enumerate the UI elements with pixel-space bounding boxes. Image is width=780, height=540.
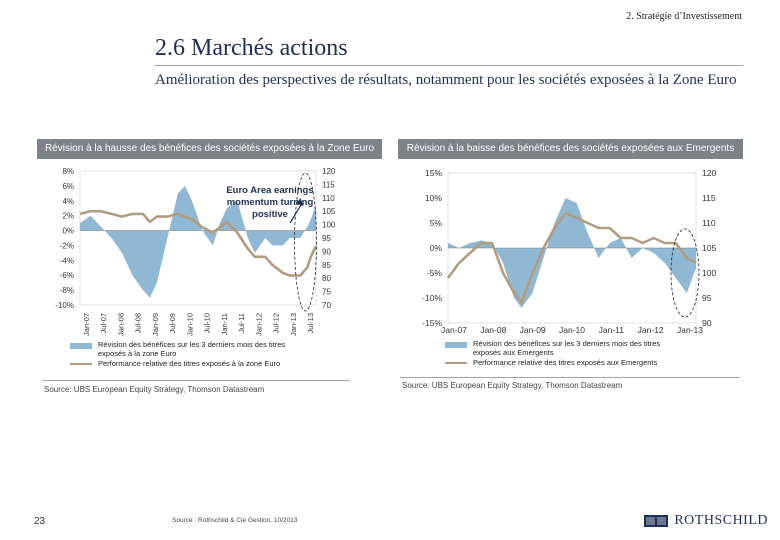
page-title: 2.6 Marchés actions [155,35,348,61]
series-performance-line [446,211,697,305]
x-axis-tick-label: Jan-09 [151,313,160,336]
left-axis-tick-label: -10% [55,301,74,310]
annotation-text: momentum turning [227,197,314,208]
left-axis-tick-label: 10% [425,193,442,203]
legend-label-performance-em: Performance relative des titres exposés … [473,358,658,367]
x-axis-tick-label: Jan-07 [82,313,91,336]
left-axis-tick-label: 6% [62,182,74,191]
right-axis-tick-label: 120 [322,167,336,176]
left-axis-tick-label: 4% [62,197,74,206]
annotation-text: positive [252,209,288,220]
x-axis-tick-label: Jul-08 [134,313,143,333]
annotation-arrowhead-icon [296,198,304,207]
chart-2-source: Source: UBS European Equity Strategy, Th… [402,381,623,390]
x-axis-tick-label: Jan-08 [116,313,125,336]
legend-label-revision: Révision des bénéfices sur les 3 dernier… [98,340,286,358]
chart-1-legend: Révision des bénéfices sur les 3 dernier… [70,340,350,370]
x-axis-tick-label: Jul-11 [237,313,246,333]
x-axis-tick-label: Jul-10 [203,313,212,333]
page-subtitle: Amélioration des perspectives de résulta… [155,72,737,88]
series-revision-area [80,185,316,298]
chart-1-title: Révision à la hausse des bénéfices des s… [37,139,382,159]
right-axis-tick-label: 110 [702,218,716,228]
section-label: 2. Stratégie d’Investissement [626,11,742,22]
chart-2: 15% 10% 5% 0% -5% -10% -15% 120 115 110 105 100 95 90… [422,168,716,333]
left-axis-tick-label: -4% [60,256,74,265]
left-axis-tick-label: -6% [60,271,74,280]
legend-label-performance: Performance relative des titres exposés … [98,359,281,368]
logo-text: ROTHSCHILD [674,513,768,528]
legend-swatch-performance [70,363,92,365]
chart-2-source-divider [400,377,740,378]
left-axis-tick-label: 5% [430,218,443,228]
left-axis-tick-label: -5% [427,268,443,278]
series-performance-line [79,209,318,277]
left-axis-tick-label: 15% [425,168,442,178]
highlight-ellipse [294,172,317,312]
right-axis-tick-label: 100 [702,268,716,278]
plot-frame [79,170,317,306]
x-axis-tick-label: Jan-10 [185,313,194,336]
right-axis-tick-label: 80 [322,274,331,283]
right-axis-tick-label: 95 [702,293,712,303]
x-axis-tick-label: Jul-07 [99,313,108,333]
right-axis-tick-label: 85 [322,261,331,270]
left-axis-tick-label: 8% [62,167,74,176]
left-axis-tick-label: 0% [430,243,443,253]
x-axis-tick-label: Jan-12 [254,313,263,336]
right-axis-tick-label: 115 [702,193,716,203]
legend-swatch-revision [70,343,92,349]
x-axis-tick-label: Jul-09 [168,313,177,333]
left-axis-tick-label: 0% [62,227,74,236]
right-axis-tick-label: 115 [322,180,335,189]
x-axis-tick-label: Jul-12 [272,313,281,333]
title-divider [155,65,743,66]
annotation-arrow [289,203,303,224]
x-axis-tick-label: Jan-12 [638,325,664,333]
right-axis-tick-label: 105 [702,243,716,253]
x-axis-tick-label: Jan-13 [677,325,703,333]
chart-1-source: Source: UBS European Equity Strategy, Th… [44,385,265,394]
legend-label-revision-em: Révision des bénéfices sur les 3 dernier… [473,339,661,357]
rothschild-logo: ROTHSCHILD [644,513,768,529]
left-axis-tick-label: 2% [62,212,74,221]
x-axis-tick-label: Jan-08 [480,325,506,333]
footer-source: Source : Rothschild & Cie Gestion. 10/20… [172,517,298,524]
x-axis-tick-label: Jan-11 [220,313,229,335]
x-axis-tick-label: Jul-13 [306,313,315,333]
left-axis-tick-label: -15% [422,318,442,328]
right-axis-tick-label: 100 [322,221,336,230]
x-axis-tick-label: Jan-13 [289,313,298,336]
chart-2-title: Révision à la baisse des bénéfices des s… [398,139,743,159]
annotation-text: Euro Area earnings [226,185,313,196]
page-number: 23 [34,516,46,527]
x-axis-tick-label: Jan-09 [520,325,546,333]
left-axis-tick-label: -10% [422,293,442,303]
highlight-ellipse [670,228,700,318]
chart-2-legend: Révision des bénéfices sur les 3 dernier… [445,339,735,369]
left-axis-tick-label: -2% [60,241,74,250]
logo-emblem-icon [644,515,669,527]
right-axis-tick-label: 95 [322,234,331,243]
right-axis-tick-label: 110 [322,194,335,203]
right-axis-tick-label: 120 [702,168,716,178]
chart-1: 8% 6% 4% 2% 0% -2% -4% -6% -8% -10% 120 115 110 105 10… [55,167,336,336]
x-axis-tick-label: Jan-10 [559,325,585,333]
x-axis-tick-label: Jan-07 [441,325,467,333]
legend-swatch-revision-em [445,342,467,348]
right-axis-tick-label: 70 [322,301,331,310]
right-axis-tick-label: 90 [702,318,712,328]
x-axis-tick-label: Jan-11 [599,325,625,333]
right-axis-tick-label: 75 [322,288,331,297]
chart-1-source-divider [42,380,350,381]
right-axis-tick-label: 105 [322,207,336,216]
right-axis-tick-label: 90 [322,247,331,256]
legend-swatch-performance-em [445,362,467,364]
left-axis-tick-label: -8% [60,286,74,295]
series-revision-area [448,198,696,308]
